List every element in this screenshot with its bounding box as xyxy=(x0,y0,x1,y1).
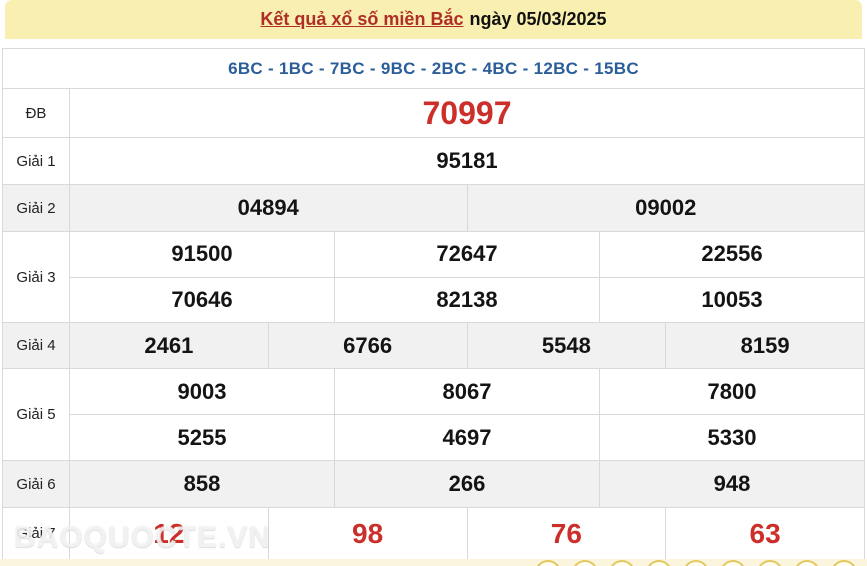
prize-number: 91500 xyxy=(171,241,233,267)
lottery-ball-icon xyxy=(646,560,672,566)
prize-number: 82138 xyxy=(334,277,599,322)
prize-number: 70646 xyxy=(171,286,233,312)
prize-number: 22556 xyxy=(599,232,864,277)
prize-label-g4: Giải 4 xyxy=(3,323,70,368)
prize-number: 4697 xyxy=(334,415,599,460)
prize-row-g3: Giải 3 91500 72647 22556 70646 82138 10053 xyxy=(3,231,864,322)
prize-number: 8067 xyxy=(334,369,599,414)
prize-label-g5: Giải 5 xyxy=(3,369,70,460)
prize-label-g1: Giải 1 xyxy=(3,138,70,184)
prize-number: 5548 xyxy=(466,323,666,368)
prize-number: 63 xyxy=(665,508,864,559)
lottery-ball-icon xyxy=(683,560,709,566)
lottery-ball-icon xyxy=(609,560,635,566)
prize-rows: ĐB 70997 Giải 1 95181 Giải 2 04894 09002 Giải 3… xyxy=(3,88,864,559)
prize-number: 10053 xyxy=(599,277,864,322)
results-date: ngày 05/03/2025 xyxy=(469,9,607,29)
prize-row-g1: Giải 1 95181 xyxy=(3,137,864,184)
prize-number: 948 xyxy=(599,461,864,507)
prize-number: 7800 xyxy=(599,369,864,414)
prize-label-g7: Giải 7 xyxy=(3,508,70,559)
prize-number: 858 xyxy=(183,471,221,496)
prize-number: 2461 xyxy=(144,332,194,358)
prize-label-g6: Giải 6 xyxy=(3,461,70,507)
prize-row-g5: Giải 5 9003 8067 7800 5255 4697 5330 xyxy=(3,368,864,460)
prize-number: 266 xyxy=(334,461,599,507)
prize-label-g2: Giải 2 xyxy=(3,185,70,231)
prize-number: 09002 xyxy=(466,185,865,231)
lottery-ball-icon xyxy=(572,560,598,566)
lottery-ball-icon xyxy=(794,560,820,566)
prize-number: 98 xyxy=(267,508,467,559)
prize-row-db: ĐB 70997 xyxy=(3,88,864,137)
prize-number: 04894 xyxy=(237,195,299,220)
prize-number: 5255 xyxy=(177,424,227,450)
prize-label-g3: Giải 3 xyxy=(3,232,70,322)
prize-label-db: ĐB xyxy=(3,89,70,137)
prize-number: 8159 xyxy=(665,323,864,368)
lottery-ball-icon xyxy=(831,560,857,566)
prize-row-g7: Giải 7 12 98 76 63 xyxy=(3,507,864,559)
prize-number: 76 xyxy=(466,508,666,559)
results-board: 6BC - 1BC - 7BC - 9BC - 2BC - 4BC - 12BC… xyxy=(2,48,865,560)
prize-number: 12 xyxy=(153,517,185,549)
prize-number: 5330 xyxy=(599,415,864,460)
prize-row-g2: Giải 2 04894 09002 xyxy=(3,184,864,231)
lottery-ball-icon xyxy=(720,560,746,566)
prize-number: 9003 xyxy=(177,378,227,404)
lottery-ball-icon xyxy=(535,560,561,566)
next-section-strip xyxy=(0,559,867,566)
bc-codes-line: 6BC - 1BC - 7BC - 9BC - 2BC - 4BC - 12BC… xyxy=(3,49,864,88)
prize-row-g6: Giải 6 858 266 948 xyxy=(3,460,864,507)
prize-number: 72647 xyxy=(334,232,599,277)
results-title-link[interactable]: Kết quả xổ số miền Bắc xyxy=(260,9,464,29)
prize-number: 95181 xyxy=(436,148,498,173)
prize-number: 70997 xyxy=(422,94,512,131)
prize-row-g4: Giải 4 2461 6766 5548 8159 xyxy=(3,322,864,368)
lottery-ball-icon xyxy=(757,560,783,566)
prize-number: 6766 xyxy=(267,323,467,368)
title-bar: Kết quả xổ số miền Bắc ngày 05/03/2025 xyxy=(5,0,862,39)
